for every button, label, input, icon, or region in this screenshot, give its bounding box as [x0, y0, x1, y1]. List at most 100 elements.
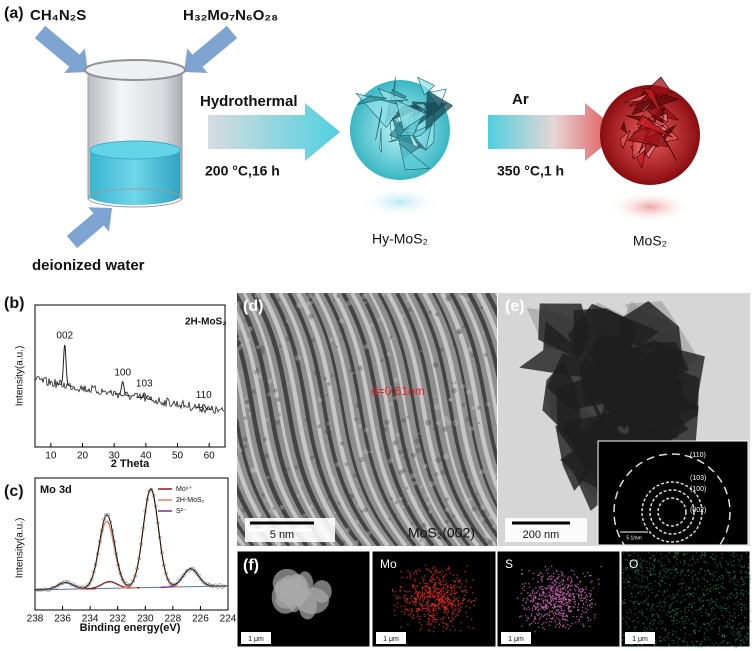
- signal-dot: [555, 598, 557, 601]
- solvent: deionized water: [32, 257, 145, 274]
- signal-dot: [654, 573, 656, 576]
- signal-dot: [451, 589, 453, 592]
- signal-dot: [646, 603, 648, 605]
- noise: [267, 378, 273, 384]
- signal-dot: [539, 608, 541, 610]
- signal-dot: [633, 629, 636, 631]
- raw-point: [135, 566, 139, 571]
- signal-dot: [545, 593, 548, 595]
- noise: [259, 345, 265, 352]
- signal-dot: [555, 613, 557, 616]
- noise: [428, 310, 432, 314]
- signal-dot: [740, 589, 742, 591]
- signal-dot: [533, 618, 536, 620]
- fringe: [440, 293, 497, 493]
- signal-dot: [635, 596, 637, 598]
- signal-dot: [438, 597, 441, 599]
- signal-dot: [456, 586, 459, 588]
- noise: [279, 344, 282, 348]
- noise: [260, 350, 265, 355]
- signal-dot: [675, 608, 677, 610]
- signal-dot: [550, 596, 553, 598]
- signal-dot: [453, 603, 456, 605]
- noise: [446, 419, 452, 426]
- signal-dot: [401, 576, 403, 578]
- signal-dot: [564, 619, 566, 621]
- noise: [363, 427, 369, 433]
- signal-dot: [429, 593, 431, 595]
- signal-dot: [423, 604, 425, 607]
- signal-dot: [437, 600, 440, 602]
- signal-dot: [580, 613, 582, 616]
- signal-dot: [685, 645, 687, 648]
- signal-dot: [726, 626, 729, 628]
- peak-label: 002: [56, 330, 73, 341]
- signal-dot: [621, 600, 624, 602]
- signal-dot: [423, 598, 426, 600]
- signal-dot: [682, 582, 685, 584]
- signal-dot: [540, 578, 543, 581]
- x-tick-label: 238: [27, 614, 44, 625]
- signal-dot: [571, 598, 574, 600]
- signal-dot: [682, 641, 685, 643]
- signal-dot: [522, 583, 524, 585]
- signal-dot: [672, 609, 674, 611]
- signal-dot: [722, 587, 724, 589]
- raw-point: [168, 581, 172, 586]
- signal-dot: [641, 593, 643, 595]
- signal-dot: [443, 611, 445, 613]
- signal-dot: [421, 594, 423, 596]
- signal-dot: [740, 598, 742, 601]
- signal-dot: [459, 609, 461, 611]
- signal-dot: [667, 568, 669, 571]
- x-tick-label: 10: [45, 451, 57, 462]
- signal-dot: [440, 588, 442, 590]
- signal-dot: [707, 637, 709, 639]
- signal-dot: [429, 591, 431, 593]
- signal-dot: [463, 590, 465, 592]
- signal-dot: [556, 623, 558, 626]
- noise: [237, 415, 239, 419]
- noise: [275, 441, 281, 446]
- signal-dot: [716, 563, 718, 566]
- signal-dot: [559, 587, 561, 590]
- signal-dot: [428, 630, 430, 632]
- signal-dot: [653, 645, 656, 647]
- signal-dot: [522, 573, 524, 575]
- signal-dot: [740, 575, 743, 578]
- noise: [407, 307, 412, 312]
- x-tick-label: 50: [172, 451, 184, 462]
- noise: [451, 387, 457, 394]
- signal-dot: [432, 586, 434, 588]
- signal-dot: [623, 581, 625, 583]
- signal-dot: [630, 600, 632, 602]
- signal-dot: [433, 587, 436, 590]
- signal-dot: [651, 605, 653, 608]
- signal-dot: [456, 614, 458, 616]
- noise: [466, 389, 472, 395]
- signal-dot: [392, 590, 394, 592]
- signal-dot: [692, 558, 694, 561]
- signal-dot: [728, 551, 730, 553]
- signal-dot: [438, 606, 440, 608]
- noise: [285, 320, 289, 323]
- signal-dot: [731, 564, 733, 567]
- signal-dot: [638, 569, 640, 571]
- signal-dot: [545, 621, 547, 623]
- signal-dot: [654, 558, 656, 560]
- signal-dot: [547, 605, 549, 608]
- signal-dot: [653, 566, 656, 568]
- signal-dot: [647, 595, 650, 597]
- signal-dot: [734, 577, 736, 579]
- signal-dot: [623, 633, 625, 635]
- signal-dot: [624, 602, 626, 604]
- signal-dot: [710, 621, 713, 623]
- noise: [402, 455, 408, 460]
- signal-dot: [404, 599, 406, 601]
- fit-peak: [76, 520, 138, 590]
- fringe: [37, 293, 127, 546]
- signal-dot: [636, 569, 639, 572]
- signal-dot: [552, 600, 554, 602]
- signal-dot: [680, 571, 682, 573]
- signal-dot: [740, 639, 742, 642]
